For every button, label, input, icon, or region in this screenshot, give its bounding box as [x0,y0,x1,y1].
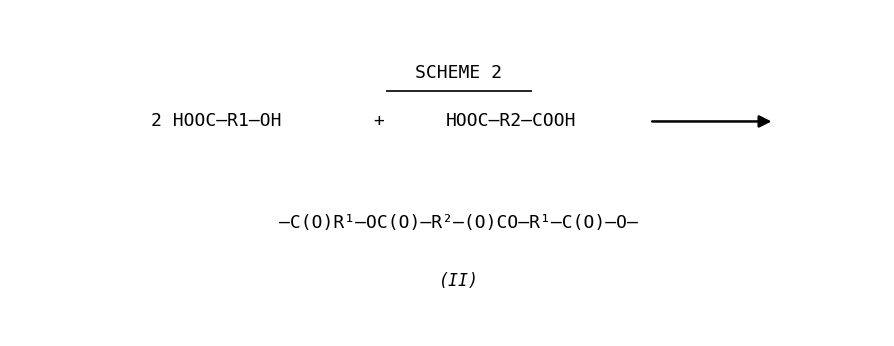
Text: +: + [373,112,384,130]
Text: —C(O)R¹—OC(O)—R²—(O)CO—R¹—C(O)—O—: —C(O)R¹—OC(O)—R²—(O)CO—R¹—C(O)—O— [279,214,637,232]
Text: SCHEME 2: SCHEME 2 [415,64,502,82]
Text: (II): (II) [438,272,478,290]
Text: 2 HOOC—R1—OH: 2 HOOC—R1—OH [150,112,281,130]
Text: HOOC—R2—COOH: HOOC—R2—COOH [445,112,576,130]
